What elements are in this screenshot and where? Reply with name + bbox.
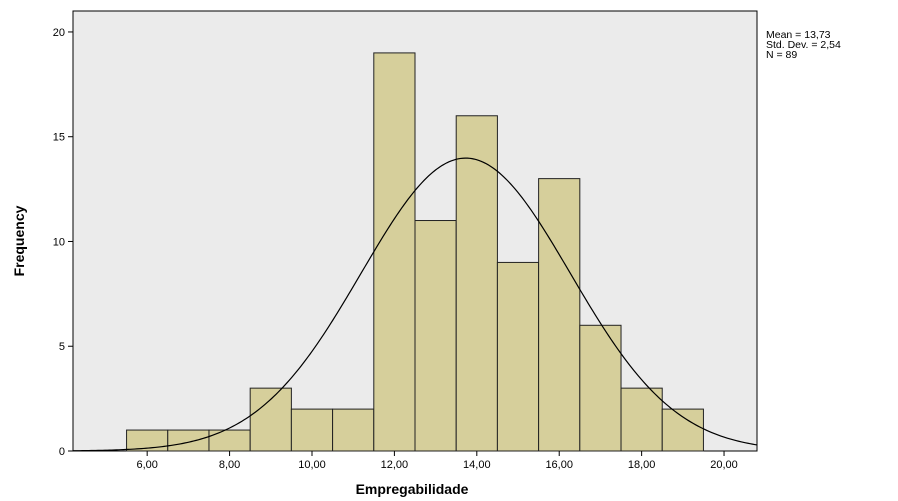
axes-group: 0 5 10 15 20 6,00 8,00 10,00 12,00 14,00 16,00 18,0… — [53, 27, 738, 471]
x-tick-label: 10,00 — [298, 459, 326, 471]
x-tick-label: 14,00 — [463, 459, 491, 471]
histogram-bar-5 — [290, 408, 334, 452]
histogram-bar-11 — [538, 178, 581, 452]
histogram-bar-2 — [167, 429, 210, 452]
histogram-bar-8 — [414, 220, 457, 452]
bars-group — [126, 52, 704, 452]
x-tick-label: 6,00 — [136, 459, 157, 471]
x-tick-label: 18,00 — [628, 459, 656, 471]
x-tick-label: 8,00 — [219, 459, 240, 471]
histogram-bar-10 — [496, 261, 540, 452]
histogram-bar-9 — [455, 115, 498, 452]
y-tick-label: 5 — [59, 341, 65, 353]
histogram-bar-14 — [661, 408, 704, 452]
x-tick-label: 16,00 — [545, 459, 573, 471]
histogram-bar-12 — [579, 324, 622, 452]
histogram-bar-6 — [332, 408, 375, 452]
x-tick-label: 12,00 — [381, 459, 409, 471]
normal-curve — [72, 157, 758, 452]
histogram-bar-3 — [208, 429, 251, 452]
y-tick-label: 20 — [53, 27, 65, 39]
histogram-bar-13 — [620, 387, 663, 452]
y-axis-label: Frequency — [11, 205, 27, 276]
histogram-bar-7 — [373, 52, 416, 452]
n-text: N = 89 — [766, 49, 798, 61]
x-axis-label: Empregabilidade — [356, 481, 469, 497]
y-tick-label: 15 — [53, 132, 65, 144]
std-dev-text: Std. Dev. = 2,54 — [766, 39, 841, 51]
histogram-bar-4 — [249, 387, 292, 452]
mean-text: Mean = 13,73 — [766, 29, 831, 41]
y-tick-label: 0 — [59, 446, 65, 458]
y-tick-label: 10 — [53, 236, 65, 248]
x-tick-label: 20,00 — [710, 459, 738, 471]
statistics-legend: Mean = 13,73 Std. Dev. = 2,54 N = 89 — [766, 29, 841, 61]
